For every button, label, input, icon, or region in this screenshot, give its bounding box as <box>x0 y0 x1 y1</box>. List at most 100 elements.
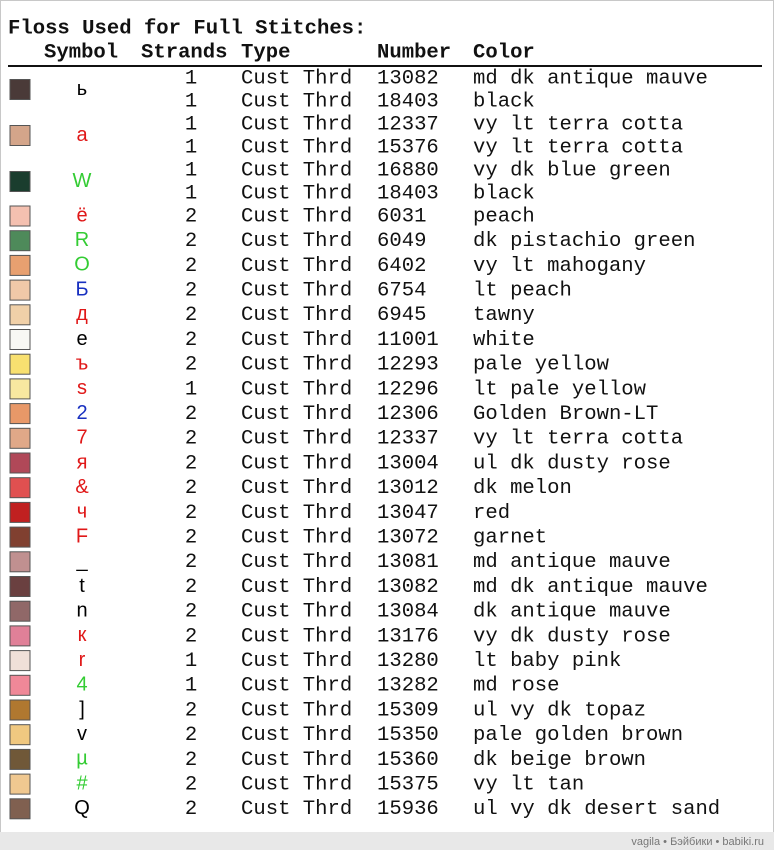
color-name: vy dk blue green <box>473 159 671 182</box>
thread-number: 12337 <box>377 428 439 451</box>
swatch <box>9 551 31 573</box>
thread-number: 13072 <box>377 527 439 550</box>
strands: 1 <box>185 67 197 90</box>
strands: 2 <box>185 625 197 648</box>
color-name: lt baby pink <box>473 650 621 673</box>
strands: 1 <box>185 378 197 401</box>
color-name: pale yellow <box>473 354 610 377</box>
symbol: O <box>74 254 90 276</box>
swatch <box>9 79 31 100</box>
strands: 2 <box>185 699 197 722</box>
symbol: 7 <box>76 427 87 449</box>
strands: 1 <box>185 182 197 205</box>
strands: 2 <box>185 452 197 475</box>
thread-type: Cust Thrd <box>241 551 352 574</box>
color-name: md rose <box>473 675 560 698</box>
strands: 1 <box>185 113 197 136</box>
color-name: md dk antique mauve <box>473 576 708 599</box>
strands: 2 <box>185 551 197 574</box>
symbol: W <box>73 170 92 192</box>
color-name: md dk antique mauve <box>473 67 708 90</box>
color-name: vy lt terra cotta <box>473 136 683 159</box>
thread-type: Cust Thrd <box>241 749 352 772</box>
strands: 2 <box>185 428 197 451</box>
symbol: 4 <box>76 674 87 696</box>
color-name: vy lt terra cotta <box>473 113 683 136</box>
swatch <box>9 353 31 375</box>
thread-type: Cust Thrd <box>241 699 352 722</box>
strands: 2 <box>185 304 197 327</box>
thread-type: Cust Thrd <box>241 136 352 159</box>
symbol: # <box>76 772 88 794</box>
thread-type: Cust Thrd <box>241 230 352 253</box>
symbol: t <box>79 575 85 597</box>
thread-type: Cust Thrd <box>241 90 352 113</box>
thread-number: 15309 <box>377 699 439 722</box>
strands: 2 <box>185 230 197 253</box>
symbol: F <box>76 525 88 547</box>
color-name: red <box>473 502 510 525</box>
symbol: я <box>77 451 88 473</box>
thread-number: 13012 <box>377 477 439 500</box>
swatch <box>9 748 31 770</box>
footer-bar <box>0 832 774 850</box>
thread-type: Cust Thrd <box>241 304 352 327</box>
symbol: ё <box>76 204 87 226</box>
symbol: ] <box>79 698 85 720</box>
thread-type: Cust Thrd <box>241 113 352 136</box>
strands: 2 <box>185 724 197 747</box>
color-name: ul vy dk topaz <box>473 699 646 722</box>
thread-number: 13082 <box>377 67 439 90</box>
swatch <box>9 724 31 746</box>
strands: 2 <box>185 329 197 352</box>
swatch <box>9 501 31 523</box>
color-name: dk beige brown <box>473 749 646 772</box>
thread-type: Cust Thrd <box>241 182 352 205</box>
thread-type: Cust Thrd <box>241 67 352 90</box>
thread-type: Cust Thrd <box>241 159 352 182</box>
strands: 1 <box>185 90 197 113</box>
strands: 2 <box>185 798 197 821</box>
thread-number: 13280 <box>377 650 439 673</box>
color-name: md antique mauve <box>473 551 671 574</box>
thread-number: 6754 <box>377 280 426 303</box>
thread-number: 15350 <box>377 724 439 747</box>
color-name: vy lt tan <box>473 774 584 797</box>
symbol: v <box>77 723 87 745</box>
thread-number: 13082 <box>377 576 439 599</box>
thread-number: 12293 <box>377 354 439 377</box>
symbol: r <box>79 649 86 671</box>
swatch <box>9 403 31 425</box>
thread-number: 15376 <box>377 136 439 159</box>
thread-type: Cust Thrd <box>241 428 352 451</box>
symbol: к <box>78 624 87 646</box>
thread-number: 6049 <box>377 230 426 253</box>
swatch <box>9 477 31 499</box>
thread-number: 13084 <box>377 601 439 624</box>
strands: 2 <box>185 601 197 624</box>
thread-number: 18403 <box>377 182 439 205</box>
symbol: ч <box>77 501 87 523</box>
swatch <box>9 625 31 647</box>
thread-type: Cust Thrd <box>241 502 352 525</box>
thread-type: Cust Thrd <box>241 378 352 401</box>
color-name: lt peach <box>473 280 572 303</box>
strands: 2 <box>185 576 197 599</box>
strands: 2 <box>185 403 197 426</box>
watermark: vagila • Бэйбики • babiki.ru <box>631 836 764 848</box>
thread-number: 13004 <box>377 452 439 475</box>
swatch <box>9 600 31 622</box>
thread-number: 15360 <box>377 749 439 772</box>
color-name: Golden Brown-LT <box>473 403 658 426</box>
thread-number: 6402 <box>377 255 426 278</box>
thread-number: 15375 <box>377 774 439 797</box>
strands: 2 <box>185 502 197 525</box>
symbol: д <box>76 303 88 325</box>
swatch <box>9 650 31 672</box>
swatch <box>9 378 31 400</box>
symbol: n <box>76 599 87 621</box>
thread-number: 13081 <box>377 551 439 574</box>
symbol: а <box>76 124 88 146</box>
thread-number: 15936 <box>377 798 439 821</box>
